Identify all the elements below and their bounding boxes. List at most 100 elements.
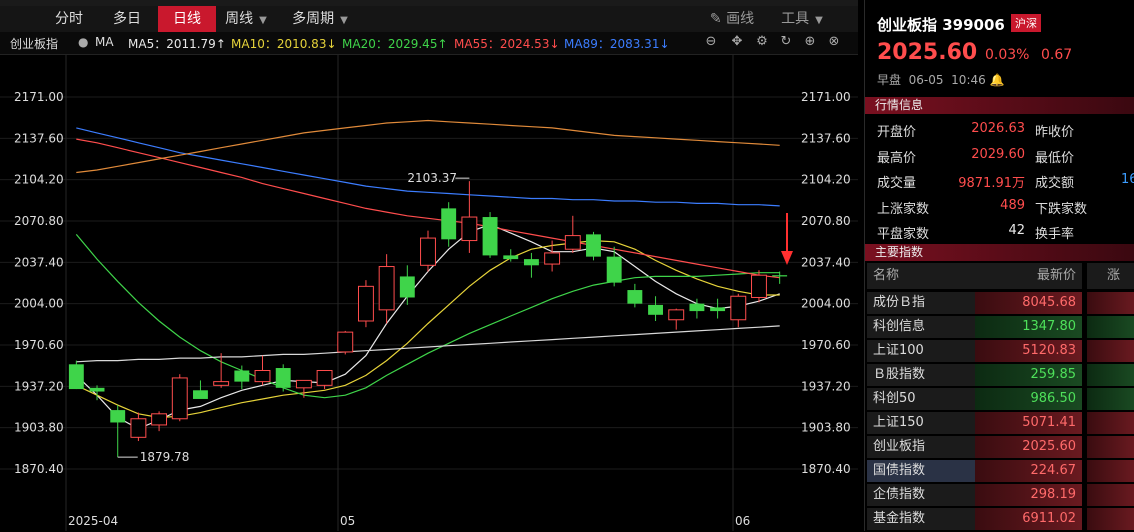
info-label: 成交额 (1035, 176, 1075, 191)
draw-line-button[interactable]: ✎ 画线 (709, 11, 755, 27)
index-name: 基金指数 (867, 508, 981, 530)
info-value: 489 (1000, 197, 1025, 213)
candle-body (234, 370, 250, 382)
indicator-bar: 创业板指 ● MA MA5：2011.79↑ MA10：2010.83↓ MA2… (0, 32, 858, 55)
ma-line-ma-long (76, 119, 780, 174)
info-label: 开盘价 (877, 125, 917, 140)
y-tick-label: 2104.20 (801, 173, 851, 187)
y-tick-label: 1903.80 (801, 421, 851, 435)
market-info-row: 开盘价 2026.63 昨收价 (865, 117, 1134, 142)
gear-icon[interactable]: ⚙ (756, 34, 768, 49)
index-change-cell (1087, 484, 1134, 506)
info-label: 下跌家数 (1035, 201, 1088, 217)
market-info-row: 成交量 9871.91万 成交额 16 (865, 168, 1134, 193)
index-row[interactable]: Ｂ股指数 259.85 (865, 364, 1134, 388)
chart-toolbar: 分时 多日 日线 周线 ▼ 多周期 ▼ ✎ 画线 工具 ▼ (0, 6, 858, 32)
index-name: 国债指数 (867, 460, 981, 482)
y-tick-label: 1937.20 (14, 379, 64, 393)
y-tick-label: 2137.60 (14, 131, 64, 145)
index-row[interactable]: 创业板指 2025.60 (865, 436, 1134, 460)
candle-body (523, 259, 539, 266)
y-tick-label: 2070.80 (801, 214, 851, 228)
candle-body (151, 413, 168, 426)
market-info-row: 最高价 2029.60 最低价 (865, 143, 1134, 168)
chevron-down-icon: ▼ (259, 15, 267, 26)
close-icon[interactable]: ⊗ (828, 34, 840, 49)
y-tick-label: 2104.20 (14, 173, 64, 187)
candle-body (668, 309, 685, 321)
y-tick-label: 1870.40 (801, 462, 851, 476)
ma-line-ma-base (76, 325, 780, 363)
index-change-cell (1087, 292, 1134, 314)
index-row[interactable]: 基金指数 6911.02 (865, 508, 1134, 532)
change-value: 0.67 (1041, 47, 1073, 63)
index-name: Ｂ股指数 (867, 364, 981, 386)
index-row[interactable]: 科创50 986.50 (865, 388, 1134, 412)
candle-body (420, 237, 436, 266)
candle-body (544, 252, 561, 265)
tab-multi-day[interactable]: 多日 (113, 11, 141, 27)
y-tick-label: 1903.80 (14, 421, 64, 435)
tab-daily[interactable]: 日线 (158, 6, 216, 32)
candle-body (171, 377, 188, 420)
index-row[interactable]: 成份Ｂ指 8045.68 (865, 292, 1134, 316)
candle-body (130, 418, 147, 438)
info-value: 2026.63 (971, 121, 1025, 136)
indices-col-header: 名称 最新价 涨 (865, 263, 1134, 289)
index-row[interactable]: 科创信息 1347.80 (865, 316, 1134, 340)
index-row[interactable]: 企债指数 298.19 (865, 484, 1134, 508)
low-price-label: 1879.78 (140, 450, 190, 464)
candle-body (254, 369, 271, 383)
candle-body (772, 275, 788, 277)
move-icon[interactable]: ✥ (731, 34, 743, 49)
info-label: 最高价 (877, 150, 917, 166)
y-tick-label: 2070.80 (14, 214, 64, 228)
candle-body (482, 217, 498, 256)
y-tick-label: 1870.40 (14, 462, 64, 476)
index-change-cell (1087, 412, 1134, 434)
ma-line-ma89 (76, 127, 780, 207)
chevron-down-icon: ▼ (340, 15, 348, 26)
index-row[interactable]: 上证150 5071.41 (865, 412, 1134, 436)
y-tick-label: 2004.00 (14, 297, 64, 311)
x-tick-label: 05 (340, 514, 355, 528)
index-price: 986.50 (975, 388, 1082, 410)
candlestick-chart[interactable]: 2171.00 2137.60 2104.20 2070.80 2037.40 2004.… (0, 55, 858, 531)
y-tick-label: 2137.60 (801, 131, 851, 145)
candle-body (564, 235, 581, 250)
y-tick-label: 2004.00 (801, 297, 851, 311)
refresh-icon[interactable]: ↻ (780, 34, 792, 49)
tab-multi-period[interactable]: 多周期 ▼ (292, 11, 348, 27)
index-change-cell (1087, 316, 1134, 338)
candle-body (275, 368, 291, 388)
add-icon[interactable]: ⊕ (804, 34, 816, 49)
market-info-row: 平盘家数 42 换手率 (865, 219, 1134, 244)
y-tick-label: 2171.00 (14, 90, 64, 104)
index-row[interactable]: 国债指数 224.67 (865, 460, 1134, 484)
ma-line-ma55 (76, 138, 780, 279)
candle-body (627, 290, 643, 304)
tab-intraday[interactable]: 分时 (55, 11, 83, 27)
info-label: 换手率 (1035, 227, 1075, 242)
quote-panel: 创业板指 399006 沪深 2025.60 0.03% 0.67 早盘 06-… (864, 0, 1134, 531)
index-row[interactable]: 上证100 5120.83 (865, 340, 1134, 364)
bell-icon[interactable]: 🔔 (989, 73, 1005, 87)
main-indices-header: 主要指数 (865, 244, 1134, 261)
ma20-value: MA20：2029.45↑ (342, 37, 448, 51)
index-name: 成份Ｂ指 (867, 292, 981, 314)
collapse-icon[interactable]: ● (78, 35, 89, 49)
candle-body (503, 255, 519, 260)
y-axis-left: 2171.00 2137.60 2104.20 2070.80 2037.40 2004.… (14, 90, 64, 476)
candle-body (110, 410, 126, 423)
y-tick-label: 2037.40 (801, 255, 851, 269)
info-label: 上涨家数 (877, 201, 930, 217)
candle-body (441, 208, 457, 240)
tab-weekly[interactable]: 周线 ▼ (225, 11, 267, 27)
minimize-icon[interactable]: ⊖ (705, 34, 717, 49)
index-price: 8045.68 (975, 292, 1082, 314)
index-change-cell (1087, 460, 1134, 482)
tools-button[interactable]: 工具 ▼ (781, 11, 823, 27)
info-value: 2029.60 (971, 146, 1025, 162)
ma-label[interactable]: MA (95, 35, 114, 49)
index-change-cell (1087, 436, 1134, 458)
